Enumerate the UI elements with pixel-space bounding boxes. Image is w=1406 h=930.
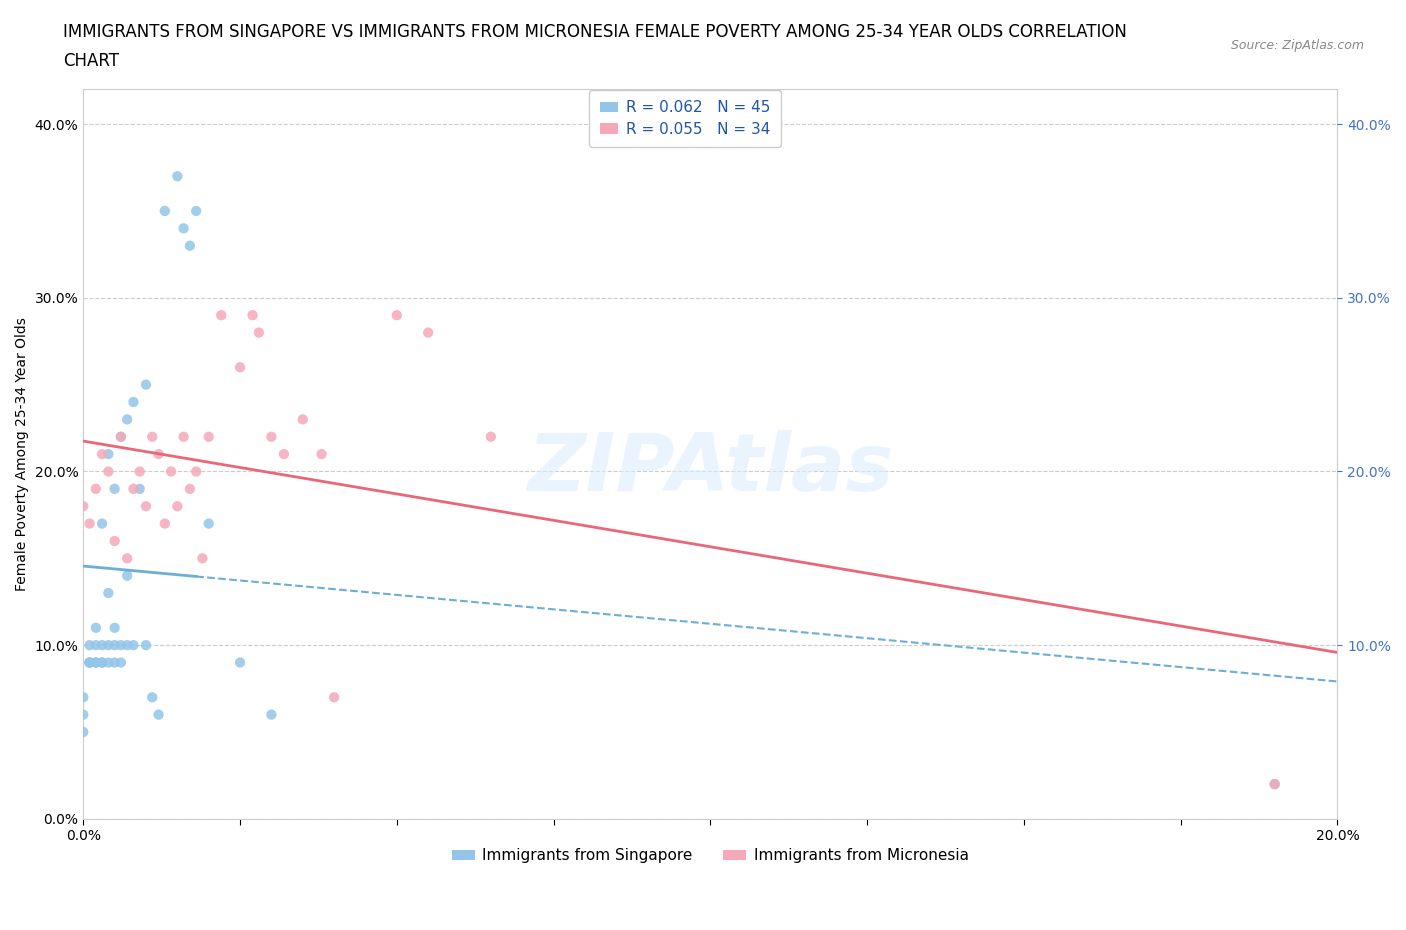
Point — [79, 638, 101, 653]
Point — [197, 516, 219, 531]
Point — [97, 655, 120, 670]
Point — [72, 724, 94, 739]
Point — [166, 169, 188, 184]
Point — [122, 638, 145, 653]
Point — [229, 360, 252, 375]
Point — [104, 638, 127, 653]
Point — [91, 638, 114, 653]
Point — [84, 482, 107, 497]
Text: ZIPAtlas: ZIPAtlas — [527, 430, 893, 508]
Point — [173, 430, 195, 445]
Point — [229, 655, 252, 670]
Point — [153, 516, 176, 531]
Point — [385, 308, 408, 323]
Point — [418, 326, 440, 340]
Point — [166, 498, 188, 513]
Point — [110, 638, 132, 653]
Point — [91, 446, 114, 461]
Point — [104, 655, 127, 670]
Point — [79, 655, 101, 670]
Point — [128, 464, 150, 479]
Point — [72, 498, 94, 513]
Point — [104, 620, 127, 635]
Point — [186, 204, 208, 219]
Point — [148, 446, 170, 461]
Point — [135, 638, 157, 653]
Point — [122, 394, 145, 409]
Point — [148, 707, 170, 722]
Point — [79, 516, 101, 531]
Point — [273, 446, 295, 461]
Point — [115, 412, 138, 427]
Point — [110, 430, 132, 445]
Point — [91, 655, 114, 670]
Point — [242, 308, 264, 323]
Point — [84, 620, 107, 635]
Point — [247, 326, 270, 340]
Point — [72, 690, 94, 705]
Point — [115, 551, 138, 565]
Point — [97, 638, 120, 653]
Point — [84, 655, 107, 670]
Point — [104, 534, 127, 549]
Point — [91, 516, 114, 531]
Point — [153, 204, 176, 219]
Point — [323, 690, 346, 705]
Text: CHART: CHART — [63, 52, 120, 70]
Point — [141, 430, 163, 445]
Point — [84, 638, 107, 653]
Text: IMMIGRANTS FROM SINGAPORE VS IMMIGRANTS FROM MICRONESIA FEMALE POVERTY AMONG 25-: IMMIGRANTS FROM SINGAPORE VS IMMIGRANTS … — [63, 23, 1128, 41]
Point — [179, 238, 201, 253]
Point — [110, 430, 132, 445]
Point — [84, 655, 107, 670]
Point — [1264, 777, 1286, 791]
Point — [135, 498, 157, 513]
Legend: Immigrants from Singapore, Immigrants from Micronesia: Immigrants from Singapore, Immigrants fr… — [446, 843, 974, 870]
Point — [141, 690, 163, 705]
Point — [115, 568, 138, 583]
Point — [173, 221, 195, 236]
Point — [97, 464, 120, 479]
Point — [160, 464, 183, 479]
Text: Source: ZipAtlas.com: Source: ZipAtlas.com — [1230, 39, 1364, 52]
Point — [260, 430, 283, 445]
Point — [115, 638, 138, 653]
Point — [128, 482, 150, 497]
Point — [1264, 777, 1286, 791]
Point — [197, 430, 219, 445]
Point — [260, 707, 283, 722]
Point — [79, 655, 101, 670]
Point — [97, 586, 120, 601]
Point — [291, 412, 314, 427]
Point — [79, 655, 101, 670]
Point — [122, 482, 145, 497]
Point — [209, 308, 232, 323]
Y-axis label: Female Poverty Among 25-34 Year Olds: Female Poverty Among 25-34 Year Olds — [15, 317, 30, 591]
Point — [110, 655, 132, 670]
Point — [72, 707, 94, 722]
Point — [135, 378, 157, 392]
Point — [97, 446, 120, 461]
Point — [104, 482, 127, 497]
Point — [179, 482, 201, 497]
Point — [479, 430, 502, 445]
Point — [191, 551, 214, 565]
Point — [91, 655, 114, 670]
Point — [311, 446, 333, 461]
Point — [186, 464, 208, 479]
